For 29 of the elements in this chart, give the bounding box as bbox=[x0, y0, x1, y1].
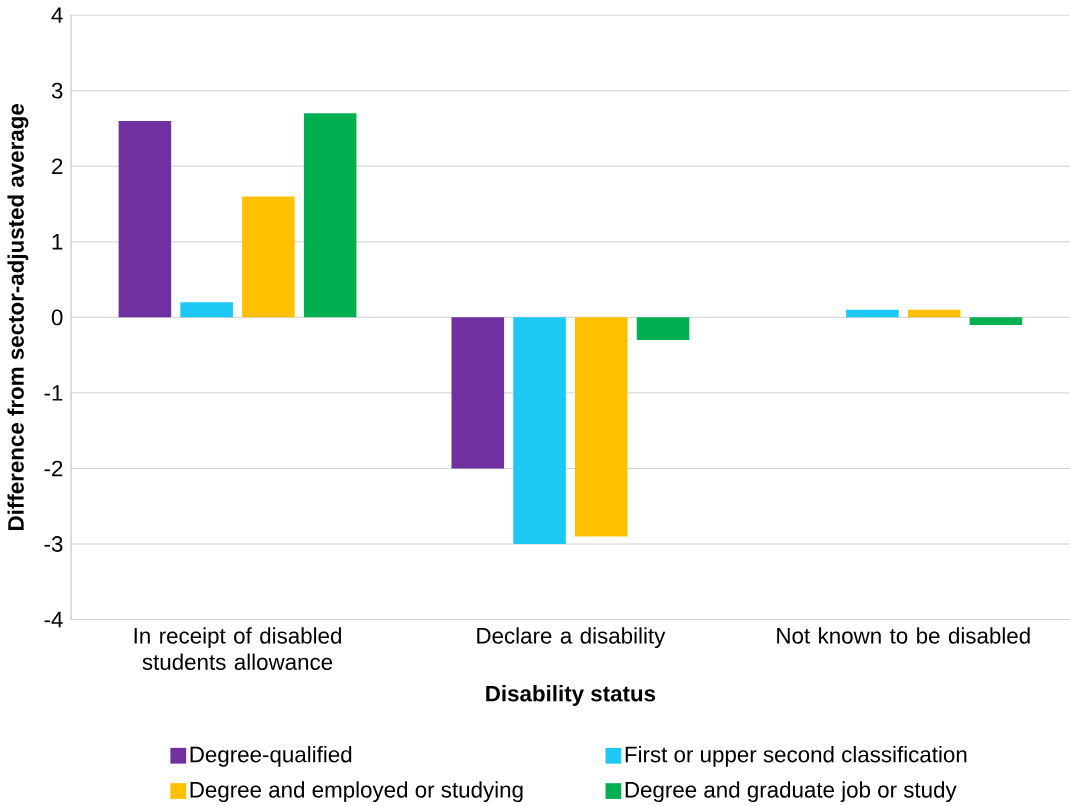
x-tick-label: Declare a disability bbox=[477, 627, 666, 649]
bar bbox=[451, 317, 505, 469]
y-tick-label: 0 bbox=[51, 309, 63, 326]
legend-label: Degree and employed or studying bbox=[190, 781, 523, 803]
y-tick-label: -1 bbox=[44, 385, 63, 401]
y-tick-label: 4 bbox=[51, 7, 63, 23]
y-tick-label: 1 bbox=[52, 234, 63, 250]
legend-label: Degree-qualified bbox=[190, 745, 352, 767]
bar bbox=[969, 317, 1023, 325]
bar bbox=[636, 317, 690, 340]
y-tick-label: -4 bbox=[44, 611, 63, 628]
bar bbox=[242, 196, 295, 318]
y-tick-label: -3 bbox=[44, 536, 63, 552]
bar bbox=[907, 309, 961, 318]
bar bbox=[513, 317, 566, 544]
bar bbox=[303, 113, 357, 318]
x-axis-title: Disability status bbox=[486, 685, 656, 706]
bar bbox=[118, 120, 172, 318]
y-tick-label: 2 bbox=[52, 158, 63, 174]
x-tick-label: Not known to be disabled bbox=[777, 627, 1030, 644]
bar bbox=[180, 302, 233, 318]
y-tick-label: -2 bbox=[44, 460, 63, 477]
legend-label: Degree and graduate job or study bbox=[625, 781, 957, 803]
bar bbox=[575, 317, 628, 537]
x-tick-label: In receipt of disabled students allowance bbox=[134, 627, 341, 670]
legend-label: First or upper second classification bbox=[625, 745, 967, 767]
y-axis-title: Difference from sector-adjusted average bbox=[7, 103, 29, 530]
bar bbox=[846, 309, 899, 318]
y-tick-label: 3 bbox=[51, 82, 63, 99]
